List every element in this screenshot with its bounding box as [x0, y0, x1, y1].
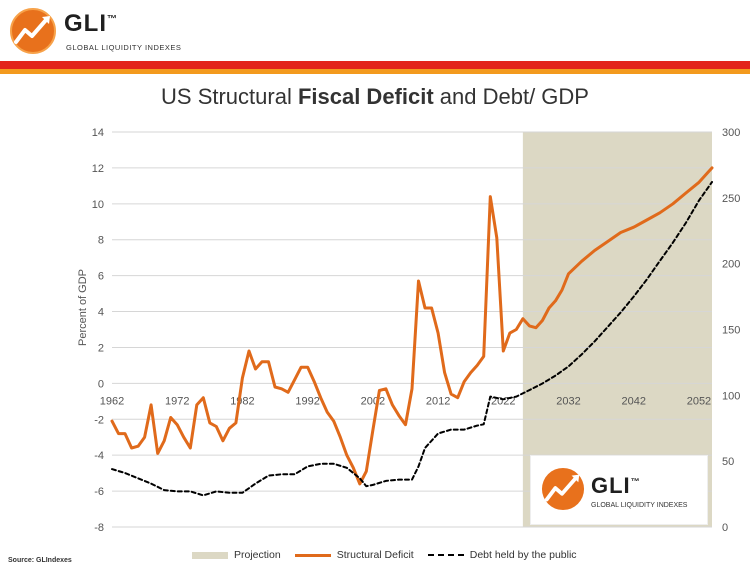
y2-tick-label: 300 — [722, 127, 740, 139]
y-axis-label: Percent of GDP — [77, 269, 89, 346]
y-tick-label: -8 — [94, 522, 104, 534]
x-tick-label: 2052 — [687, 395, 711, 407]
y-tick-label: -2 — [94, 414, 104, 426]
legend-swatch-deficit — [294, 553, 331, 557]
x-tick-label: 2002 — [361, 395, 385, 407]
legend-label-projection: Projection — [234, 549, 281, 561]
y-tick-label: 0 — [98, 378, 104, 390]
legend-label-deficit: Structural Deficit — [336, 549, 414, 561]
chart-title: US Structural Fiscal Deficit and Debt/ G… — [161, 84, 589, 109]
y2-tick-label: 150 — [722, 325, 740, 337]
deficit-series-line — [110, 166, 714, 486]
x-tick-label: 2012 — [426, 395, 450, 407]
source-note: Source: GLIndexes — [8, 557, 72, 564]
x-tick-label: 1972 — [165, 395, 189, 407]
legend: Projection Structural Deficit Debt held … — [192, 548, 591, 562]
watermark-text: GLI™ — [591, 473, 641, 498]
legend-item-deficit: Structural Deficit — [294, 549, 414, 561]
header-red-bar — [0, 61, 750, 69]
logo-text: GLI™ — [64, 10, 118, 37]
logo-subtitle: GLOBAL LIQUIDITY INDEXES — [66, 43, 182, 52]
watermark-subtitle: GLOBAL LIQUIDITY INDEXES — [591, 502, 688, 509]
watermark: GLI™ GLOBAL LIQUIDITY INDEXES — [530, 455, 708, 525]
header-orange-bar — [0, 69, 750, 74]
y-tick-label: 10 — [92, 199, 104, 211]
header: GLI™ GLOBAL LIQUIDITY INDEXES — [0, 0, 750, 60]
legend-item-debt: Debt held by the public — [427, 549, 577, 561]
x-tick-label: 1982 — [230, 395, 254, 407]
gli-watermark-icon — [541, 467, 585, 511]
x-tick-label: 1992 — [295, 395, 319, 407]
y-tick-label: 8 — [98, 235, 104, 247]
gli-logo-icon — [10, 8, 56, 54]
x-tick-label: 2042 — [621, 395, 645, 407]
y2-tick-label: 250 — [722, 193, 740, 205]
x-tick-label: 2032 — [556, 395, 580, 407]
x-tick-label: 1962 — [100, 395, 124, 407]
y2-tick-label: 100 — [722, 390, 740, 402]
legend-swatch-projection — [192, 551, 228, 559]
y2-tick-label: 50 — [722, 456, 734, 468]
y-tick-label: 2 — [98, 342, 104, 354]
y-tick-label: 4 — [98, 307, 104, 319]
legend-item-projection: Projection — [192, 549, 281, 561]
legend-swatch-debt — [427, 554, 464, 556]
debt-series-line — [111, 181, 713, 497]
y-tick-label: -6 — [94, 486, 104, 498]
y-tick-label: -4 — [94, 450, 104, 462]
y2-tick-label: 0 — [722, 522, 728, 534]
y-tick-label: 12 — [92, 163, 104, 175]
y2-tick-label: 200 — [722, 259, 740, 271]
y-tick-label: 14 — [92, 127, 104, 139]
legend-label-debt: Debt held by the public — [469, 549, 577, 561]
y-tick-label: 6 — [98, 271, 104, 283]
